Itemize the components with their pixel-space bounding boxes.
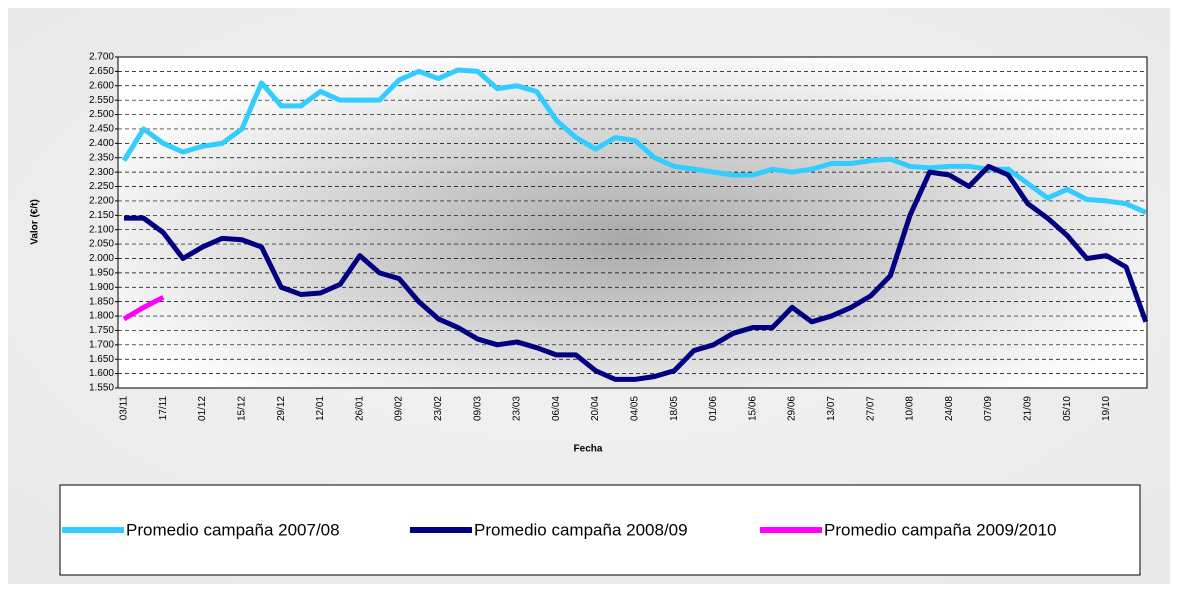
y-tick-label: 1.700 (89, 339, 114, 350)
x-tick-label: 06/04 (551, 396, 562, 421)
series-line (121, 67, 1147, 215)
legend (59, 484, 1141, 576)
x-tick-label: 09/02 (394, 396, 405, 421)
y-tick-label: 2.300 (89, 167, 114, 178)
x-tick-label: 29/12 (276, 396, 287, 421)
y-tick-label: 2.500 (89, 109, 114, 120)
y-tick-label: 2.150 (89, 210, 114, 221)
legend-label: Promedio campaña 2008/09 (474, 520, 688, 539)
x-tick-label: 15/12 (237, 396, 248, 421)
x-tick-label: 01/06 (708, 396, 719, 421)
y-tick-label: 1.950 (89, 268, 114, 279)
x-tick-label: 23/02 (433, 396, 444, 421)
y-tick-label: 2.350 (89, 152, 114, 163)
x-tick-label: 19/10 (1101, 396, 1112, 421)
x-tick-label: 01/12 (197, 396, 208, 421)
y-tick-label: 1.550 (89, 383, 114, 394)
x-tick-label: 03/11 (119, 396, 130, 421)
legend-label: Promedio campaña 2007/08 (126, 520, 340, 539)
y-tick-label: 2.400 (89, 138, 114, 149)
x-tick-label: 12/01 (315, 396, 326, 421)
y-tick-label: 2.000 (89, 253, 114, 264)
y-tick-label: 1.850 (89, 296, 114, 307)
plot-area (117, 56, 1148, 389)
x-tick-label: 23/03 (512, 396, 523, 421)
x-axis-label: Fecha (574, 444, 603, 455)
y-tick-label: 1.750 (89, 325, 114, 336)
y-tick-label: 2.450 (89, 124, 114, 135)
x-tick-label: 05/10 (1062, 396, 1073, 421)
y-tick-label: 2.650 (89, 66, 114, 77)
x-tick-label: 15/06 (747, 396, 758, 421)
x-tick-label: 09/03 (472, 396, 483, 421)
x-tick-label: 04/05 (630, 396, 641, 421)
x-tick-label: 13/07 (826, 396, 837, 421)
x-tick-label: 29/06 (787, 396, 798, 421)
y-tick-label: 2.200 (89, 196, 114, 207)
x-tick-label: 10/08 (905, 396, 916, 421)
legend-label: Promedio campaña 2009/2010 (824, 520, 1057, 539)
y-tick-label: 2.250 (89, 181, 114, 192)
y-tick-label: 2.050 (89, 239, 114, 250)
x-tick-label: 21/09 (1023, 396, 1034, 421)
y-tick-label: 1.600 (89, 368, 114, 379)
y-tick-label: 2.550 (89, 95, 114, 106)
x-tick-label: 20/04 (590, 396, 601, 421)
y-tick-label: 1.800 (89, 311, 114, 322)
x-tick-label: 24/08 (944, 396, 955, 421)
x-tick-label: 18/05 (669, 396, 680, 421)
series-line (122, 295, 165, 322)
x-tick-label: 17/11 (158, 396, 169, 421)
series-line (124, 163, 1149, 382)
y-tick-label: 2.100 (89, 224, 114, 235)
y-tick-label: 2.600 (89, 80, 114, 91)
y-axis-label: Valor (€/t) (30, 199, 41, 245)
x-tick-label: 26/01 (354, 396, 365, 421)
y-tick-label: 2.700 (89, 52, 114, 63)
x-tick-label: 07/09 (983, 396, 994, 421)
x-tick-label: 27/07 (865, 396, 876, 421)
y-tick-label: 1.900 (89, 282, 114, 293)
y-tick-label: 1.650 (89, 354, 114, 365)
